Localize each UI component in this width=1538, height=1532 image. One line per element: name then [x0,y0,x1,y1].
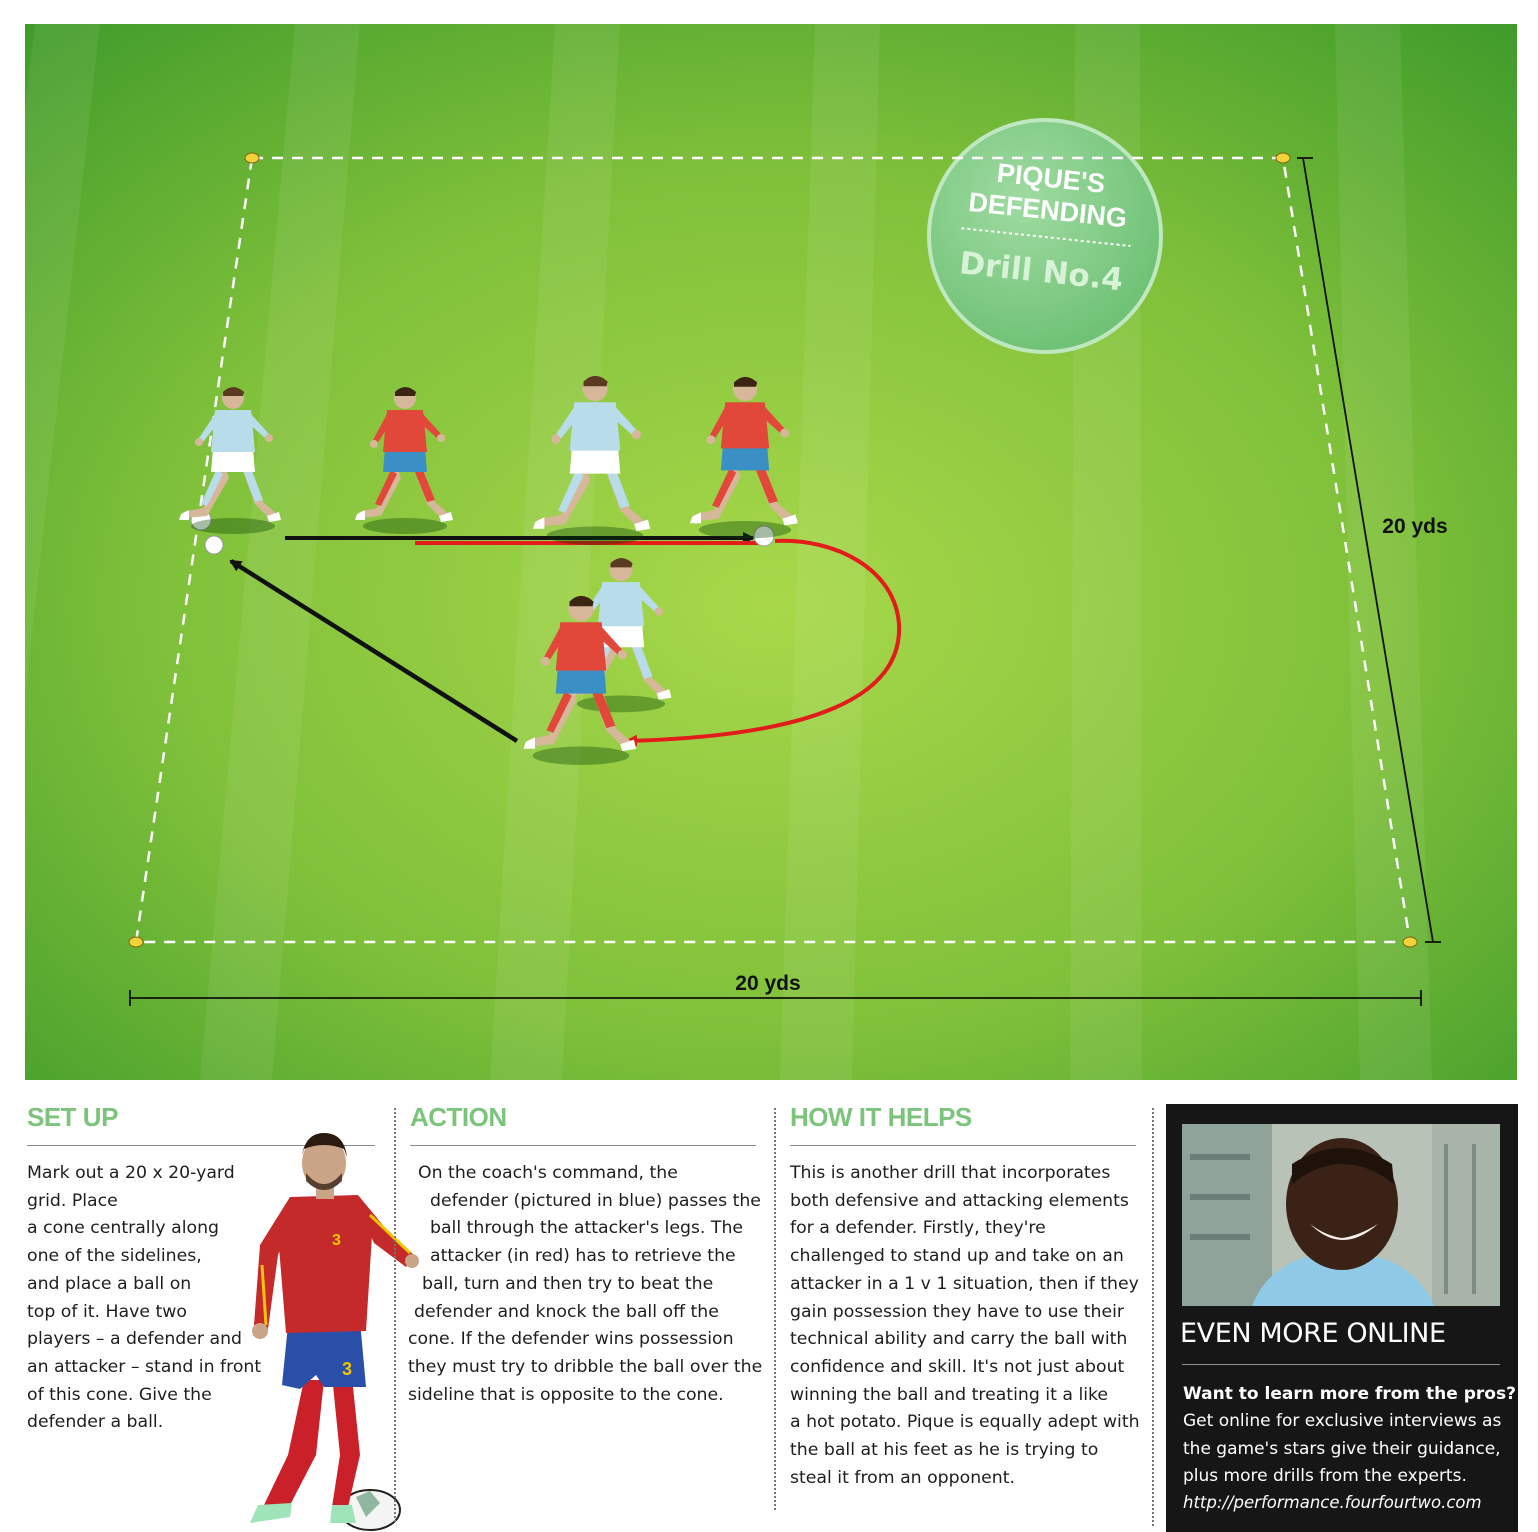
online-text: Get online for exclusive interviews as th… [1183,1408,1501,1491]
attacker-turn-arrow [625,538,902,747]
action-lines-line: sideline that is opposite to the cone. [408,1384,724,1405]
setup-lines-line: a cone centrally along [27,1218,220,1239]
helps-lines-line: the ball at his feet as he is trying to [790,1440,1099,1461]
setup-lines-line: Mark out a 20 x 20-yard [27,1163,235,1183]
setup-lines-line: one of the sidelines, [27,1246,202,1267]
column-divider [774,1108,776,1510]
pitch-diagram: PIQUE'S DEFENDING Drill No.4 20 yds [25,24,1517,1080]
height-dimension [1297,157,1441,943]
action-title: ACTION [410,1102,507,1132]
online-lead: Want to learn more from the pros? [1183,1384,1516,1404]
online-lines-line: Get online for exclusive interviews as [1183,1411,1502,1431]
setup-lines-line: an attacker – stand in front [27,1356,262,1377]
player-shirt-number: 3 [332,1232,341,1249]
setup-lines-line: of this cone. Give the [27,1384,212,1405]
height-label: 20 yds [1382,515,1447,538]
helps-lines-line: gain possession they have to use their [790,1301,1124,1322]
helps-lines-line: attacker in a 1 v 1 situation, then if t… [790,1273,1139,1294]
online-lines-line: the game's stars give their guidance, [1183,1438,1501,1459]
grass-stripe [490,24,620,1080]
helps-title: HOW IT HELPS [790,1102,972,1132]
action-text: On the coach's command, the defender (pic… [408,1160,762,1409]
action-lines-line: they must try to dribble the ball over t… [408,1356,763,1377]
helps-lines-line: winning the ball and treating it a like [790,1384,1109,1405]
drill-badge: PIQUE'S DEFENDING Drill No.4 [927,118,1163,354]
helps-text: This is another drill that incorporates b… [790,1160,1140,1492]
helps-lines-line: confidence and skill. It's not just abou… [790,1356,1125,1377]
action-lines-line: cone. If the defender wins possession [408,1329,734,1350]
grass-stripe [200,24,360,1080]
helps-title-rule [790,1145,1136,1146]
action-lines-line: ball through the attacker's legs. The [430,1218,744,1239]
online-title-rule [1182,1364,1500,1365]
online-lines-line: plus more drills from the experts. [1183,1466,1467,1486]
action-lines-line: defender (pictured in blue) passes the [430,1190,761,1211]
action-lines-line: ball, turn and then try to beat the [422,1273,714,1294]
setup-lines-line: players – a defender and [27,1329,243,1350]
online-title: EVEN MORE ONLINE [1180,1318,1446,1349]
setup-lines-line: top of it. Have two [27,1301,187,1322]
helps-lines-line: a hot potato. Pique is equally adept wit… [790,1412,1140,1433]
player-photo: 3 3 [250,1133,419,1531]
badge-divider [961,227,1131,247]
grass-stripe [780,24,880,1080]
grass-stripe [1335,24,1432,1080]
action-lines-line: attacker (in red) has to retrieve the [430,1246,736,1267]
setup-lines-line: grid. Place [27,1190,118,1211]
helps-lines-line: for a defender. Firstly, they're [790,1218,1046,1239]
column-divider [1152,1108,1154,1526]
online-promo[interactable]: EVEN MORE ONLINE Want to learn more from… [1166,1104,1518,1532]
pitch-svg: PIQUE'S DEFENDING Drill No.4 20 yds [25,24,1517,1080]
helps-lines-line: This is another drill that incorporates [790,1163,1111,1183]
cone-icon [128,152,1418,948]
column-divider [394,1108,396,1522]
setup-title: SET UP [27,1102,118,1132]
helps-lines-line: challenged to stand up and take on an [790,1246,1124,1267]
setup-lines-line: and place a ball on [27,1273,192,1294]
pitch-grass [25,24,1517,1080]
helps-lines-line: steal it from an opponent. [790,1467,1016,1488]
width-dimension [129,990,1422,1006]
setup-lines-line: defender a ball. [27,1412,164,1433]
action-lines-line: On the coach's command, the [418,1163,678,1183]
setup-text: Mark out a 20 x 20-yard grid. Place a cone… [27,1160,261,1437]
action-lines-line: defender and knock the ball off the [414,1301,719,1322]
online-url-link[interactable]: http://performance.fourfourtwo.com [1183,1493,1482,1512]
video-thumbnail[interactable] [1182,1124,1500,1306]
return-arrow [229,559,519,743]
action-title-rule [410,1145,756,1146]
helps-lines-line: both defensive and attacking elements [790,1190,1129,1211]
helps-lines-line: technical ability and carry the ball wit… [790,1329,1128,1350]
width-label: 20 yds [735,972,800,995]
grass-stripe [25,24,100,696]
setup-title-rule [27,1145,375,1146]
player-shorts-number: 3 [342,1359,352,1379]
